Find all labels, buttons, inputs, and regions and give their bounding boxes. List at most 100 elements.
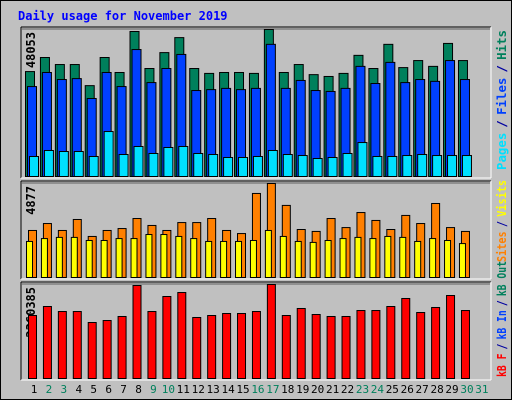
bar [190, 238, 198, 278]
bar [354, 236, 362, 278]
x-tick-label: 17 [266, 383, 279, 396]
bar [178, 145, 189, 177]
x-tick-label: 28 [430, 383, 443, 396]
x-tick-label: 31 [475, 383, 488, 396]
legend: Pages / Files / Hits [495, 30, 509, 170]
bar [73, 151, 84, 178]
bar [193, 152, 204, 178]
bar [326, 315, 336, 380]
bar [72, 311, 82, 380]
bar [402, 155, 413, 177]
bar [386, 305, 396, 380]
legend: kB F / kB In / kB Out [495, 261, 509, 377]
x-tick-label: 16 [251, 383, 264, 396]
bar [266, 284, 276, 379]
bar [399, 236, 407, 278]
bar [458, 243, 466, 278]
bar [252, 155, 263, 178]
chart-title: Daily usage for November 2019 [18, 9, 228, 23]
bar [294, 240, 302, 278]
bar [192, 316, 202, 380]
bar [223, 157, 234, 178]
bar [103, 131, 114, 177]
bar [446, 295, 456, 379]
x-tick-label: 8 [135, 383, 142, 396]
bar [417, 154, 428, 178]
bar [26, 240, 33, 278]
x-tick-label: 22 [341, 383, 354, 396]
legend-entry: kB F [495, 354, 509, 377]
bar [222, 313, 232, 379]
bar [297, 155, 308, 177]
bar [117, 315, 127, 380]
bar [432, 155, 443, 177]
x-tick-label: 3 [61, 383, 68, 396]
bar [130, 238, 138, 278]
x-tick-label: 18 [281, 383, 294, 396]
legend-separator: / [495, 221, 509, 227]
legend-entry: Pages [495, 133, 509, 170]
bar [87, 322, 97, 380]
x-tick-label: 14 [221, 383, 235, 396]
bar [40, 238, 48, 278]
x-tick-label: 29 [445, 383, 458, 396]
legend-entry: kB In [495, 310, 509, 339]
bar [175, 235, 183, 279]
bar [118, 154, 129, 178]
x-tick-label: 7 [120, 383, 127, 396]
x-tick-label: 19 [296, 383, 309, 396]
x-tick-label: 13 [207, 383, 220, 396]
bar [264, 229, 272, 278]
bar [70, 236, 78, 278]
x-tick-label: 12 [192, 383, 205, 396]
bar [115, 238, 123, 278]
x-tick-label: 1 [31, 383, 38, 396]
bar [208, 154, 219, 178]
x-tick-label: 24 [371, 383, 385, 396]
bar [132, 285, 142, 379]
bar [235, 240, 243, 278]
bar [163, 146, 174, 178]
bar [148, 152, 159, 178]
x-tick-label: 15 [236, 383, 249, 396]
bar [342, 152, 353, 178]
bar [237, 313, 247, 379]
x-tick-label: 6 [105, 383, 112, 396]
bar [205, 240, 213, 278]
bar [311, 314, 321, 379]
bar [371, 310, 381, 380]
bar [357, 142, 368, 178]
bar [133, 145, 144, 177]
bar [296, 307, 306, 379]
bar [85, 239, 93, 278]
bar [28, 314, 37, 379]
bar [327, 157, 338, 178]
y-tick-label: 48053 [24, 32, 38, 68]
bar [160, 234, 168, 279]
bar [401, 297, 411, 379]
x-tick-label: 30 [460, 383, 473, 396]
bar [431, 306, 441, 379]
legend-entry: Sites [495, 231, 509, 262]
legend: Sites / Visits [495, 180, 509, 262]
bar [145, 234, 153, 279]
bar [414, 240, 422, 278]
legend-separator: / [495, 120, 509, 127]
bar [102, 320, 112, 379]
x-tick-label: 9 [150, 383, 157, 396]
bar [238, 157, 249, 178]
bar [384, 235, 392, 279]
bar [369, 238, 377, 278]
bar [339, 238, 347, 278]
bar [309, 241, 317, 278]
x-tick-label: 5 [90, 383, 97, 396]
bar [281, 314, 291, 379]
bar [249, 239, 257, 278]
bar [324, 239, 332, 278]
bar [312, 158, 323, 177]
x-tick-label: 20 [311, 383, 324, 396]
bar [429, 238, 437, 278]
x-tick-label: 21 [326, 383, 339, 396]
bar [29, 155, 39, 178]
